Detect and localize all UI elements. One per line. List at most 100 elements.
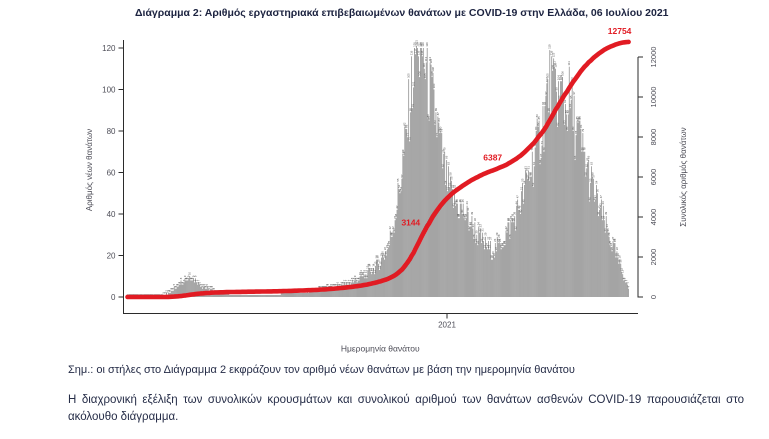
bar [482, 232, 484, 297]
bar [176, 286, 178, 297]
bar-label: 70 [443, 147, 447, 151]
bar-label: 18 [375, 255, 379, 259]
bar [268, 294, 269, 297]
bar [562, 77, 563, 297]
right-tick-label: 0 [649, 295, 658, 299]
bar [488, 240, 489, 297]
bar-label: 29 [390, 232, 394, 236]
bar [624, 280, 626, 297]
bar-label: 4 [318, 286, 322, 288]
bar [337, 284, 339, 297]
bar-label: 25 [502, 240, 506, 244]
bar [241, 294, 243, 297]
bar [621, 272, 623, 297]
bar-label: 116 [420, 50, 424, 55]
bar [548, 112, 550, 297]
bar [627, 284, 629, 297]
bar [322, 288, 324, 297]
bar-label: 29 [495, 232, 499, 236]
bar [284, 292, 286, 297]
bar [552, 70, 554, 297]
bar-label: 116 [416, 50, 420, 55]
bar [498, 238, 500, 297]
bar [323, 288, 325, 297]
bar-label: 45 [521, 199, 525, 203]
bar-label: 3 [169, 288, 173, 290]
bar [557, 126, 558, 297]
bar-label: 4 [330, 286, 334, 288]
bar [306, 292, 307, 297]
bar-label: 4 [317, 286, 321, 288]
bar [421, 56, 423, 297]
bar-label: 54 [444, 180, 448, 184]
bar [246, 294, 248, 297]
bar-label: 8 [179, 277, 183, 279]
bar [420, 48, 422, 297]
bar [179, 284, 181, 297]
bar-label: 12 [371, 267, 375, 271]
bar-label: 105 [407, 73, 411, 78]
bar-label: 92 [541, 101, 545, 105]
bar [602, 205, 604, 297]
bar [608, 236, 610, 297]
bar [432, 72, 434, 298]
bar-label: 104 [558, 75, 562, 80]
left-tick-label: 120 [102, 44, 116, 53]
bar [342, 284, 343, 297]
bar-label: 45 [459, 199, 463, 203]
bar [467, 211, 469, 297]
bar [325, 288, 327, 297]
bar-label: 26 [496, 238, 500, 242]
bar-label: 20 [380, 251, 384, 255]
bar [286, 292, 288, 297]
bar-label: 18 [489, 255, 493, 259]
bar [585, 176, 587, 297]
bar-label: 121 [414, 40, 418, 45]
bar-label: 28 [497, 234, 501, 238]
bar-label: 29 [607, 232, 611, 236]
bar [539, 164, 541, 297]
bar-label: 12 [369, 267, 373, 271]
bar [447, 191, 448, 297]
bar-label: 26 [480, 238, 484, 242]
bar [297, 292, 299, 297]
bar [288, 292, 290, 297]
bar-label: 58 [448, 172, 452, 176]
bar-label: 37 [463, 215, 467, 219]
bar-label: 5 [338, 283, 342, 285]
bar-label: 85 [577, 116, 581, 120]
bar-label: 5 [205, 283, 209, 285]
bar-label: 42 [597, 205, 601, 209]
bar [481, 243, 483, 297]
bar [561, 81, 562, 297]
bar-label: 47 [516, 195, 520, 199]
bar-label: 78 [574, 130, 578, 134]
bar-label: 91 [568, 103, 572, 107]
bar-label: 8 [357, 277, 361, 279]
bar-label: 5 [325, 283, 329, 285]
bar-label: 33 [605, 224, 609, 228]
bar-label: 9 [183, 275, 187, 277]
bar-label: 8 [622, 277, 626, 279]
bar [533, 166, 535, 297]
bar [458, 218, 460, 297]
bar [529, 176, 531, 297]
bar [473, 238, 475, 297]
bar [590, 182, 592, 297]
bar-label: 18 [490, 255, 494, 259]
bar-label: 33 [479, 224, 483, 228]
bar-label: 5 [198, 283, 202, 285]
bar-label: 61 [523, 166, 527, 170]
bar [280, 292, 282, 297]
bar-label: 62 [441, 164, 445, 168]
bar-label: 8 [184, 277, 188, 279]
bar-label: 6 [346, 281, 350, 283]
bar [238, 294, 239, 297]
right-axis-title: Συνολικός αριθμός θανάτων [679, 127, 688, 226]
bar [500, 249, 502, 297]
bar [486, 247, 487, 297]
bar [244, 294, 246, 297]
bar [613, 243, 615, 297]
bar [452, 189, 453, 297]
bar [189, 276, 191, 297]
